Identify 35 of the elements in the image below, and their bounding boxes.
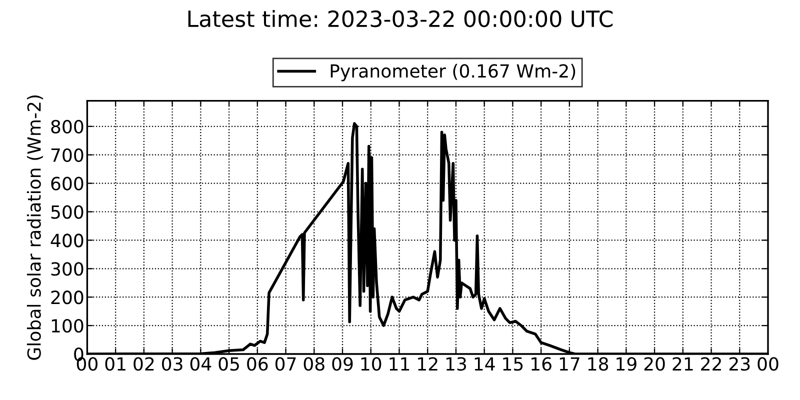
x-tick-label: 18 (588, 357, 608, 371)
x-tick-label: 10 (361, 357, 382, 371)
y-tick-label: 200 (51, 290, 84, 304)
x-tick-label: 02 (134, 357, 154, 371)
x-tick-label: 00 (758, 357, 778, 371)
x-tick-label: 01 (105, 357, 126, 371)
x-tick-label: 12 (418, 357, 438, 370)
y-axis-title: Global solar radiation (Wm-2) (26, 95, 44, 360)
y-tick-label: 300 (51, 262, 84, 276)
y-tick-label: 700 (51, 148, 84, 162)
x-tick-label: 05 (218, 357, 239, 371)
x-tick-label: 15 (503, 357, 523, 371)
x-tick-label: 09 (332, 357, 353, 371)
legend-label: Pyranometer (0.167 Wm-2) (330, 64, 576, 82)
x-tick-label: 11 (390, 357, 410, 370)
x-tick-label: 19 (616, 357, 636, 371)
x-tick-label: 20 (644, 357, 665, 371)
y-tick-label: 400 (50, 234, 84, 248)
x-tick-label: 23 (729, 357, 750, 371)
y-tick-label: 500 (51, 205, 84, 219)
x-tick-label: 14 (474, 357, 495, 370)
x-tick-label: 21 (672, 357, 693, 370)
y-tick-label: 800 (51, 120, 84, 134)
x-tick-label: 08 (304, 357, 324, 371)
x-tick-label: 17 (560, 357, 580, 370)
y-tick-label: 100 (52, 319, 84, 333)
x-tick-label: 04 (190, 357, 212, 371)
x-tick-label: 06 (247, 357, 268, 371)
x-tick-label: 07 (275, 357, 296, 371)
y-tick-label: 600 (51, 176, 84, 190)
x-tick-label: 16 (532, 357, 552, 371)
x-tick-label: 13 (446, 357, 466, 371)
x-tick-label: 03 (162, 357, 182, 371)
chart-title: Latest time: 2023-03-22 00:00:00 UTC (188, 10, 613, 28)
x-tick-label: 22 (701, 357, 721, 370)
